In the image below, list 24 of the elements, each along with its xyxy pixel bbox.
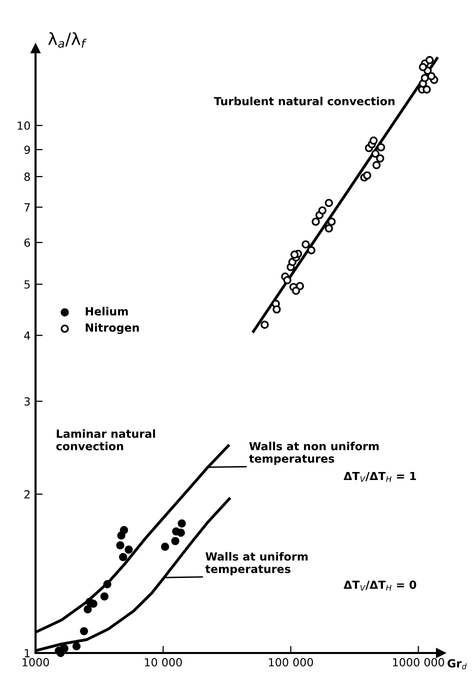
x-tick-label: 1000: [22, 658, 49, 666]
x-axis-title: Gr$_{d}$: [448, 659, 467, 670]
y-tick-label: 10: [18, 121, 30, 130]
y-tick-label: 2: [24, 490, 30, 498]
y-axis-title: λ$_{a}$/λ$_{f}$: [48, 32, 87, 48]
y-tick-label: 8: [24, 172, 30, 181]
y-tick-label: 6: [24, 238, 30, 247]
x-tick-label: 100 000: [268, 658, 313, 666]
y-tick-label: 7: [24, 203, 30, 212]
y-tick-label: 5: [24, 280, 30, 289]
y-tick-label: 9: [24, 146, 30, 154]
legend-label: Helium: [86, 306, 128, 316]
annotation: Laminar natural convection: [56, 429, 156, 450]
y-tick-label: 1: [24, 649, 30, 658]
annotation: ΔT$_{V}$/ΔT$_{H}$ = 0: [344, 580, 416, 591]
annotation: Turbulent natural convection: [214, 96, 394, 106]
legend-label: Nitrogen: [86, 323, 139, 334]
y-tick-label: 4: [24, 332, 30, 340]
x-tick-label: 1000 000: [393, 658, 444, 666]
annotation: Walls at non uniform temperatures: [249, 442, 379, 465]
annotation: ΔT$_{V}$/ΔT$_{H}$ = 1: [344, 472, 416, 482]
annotation: Walls at uniform temperatures: [205, 552, 308, 576]
x-tick-label: 10 000: [144, 658, 182, 666]
y-tick-label: 3: [24, 397, 30, 406]
